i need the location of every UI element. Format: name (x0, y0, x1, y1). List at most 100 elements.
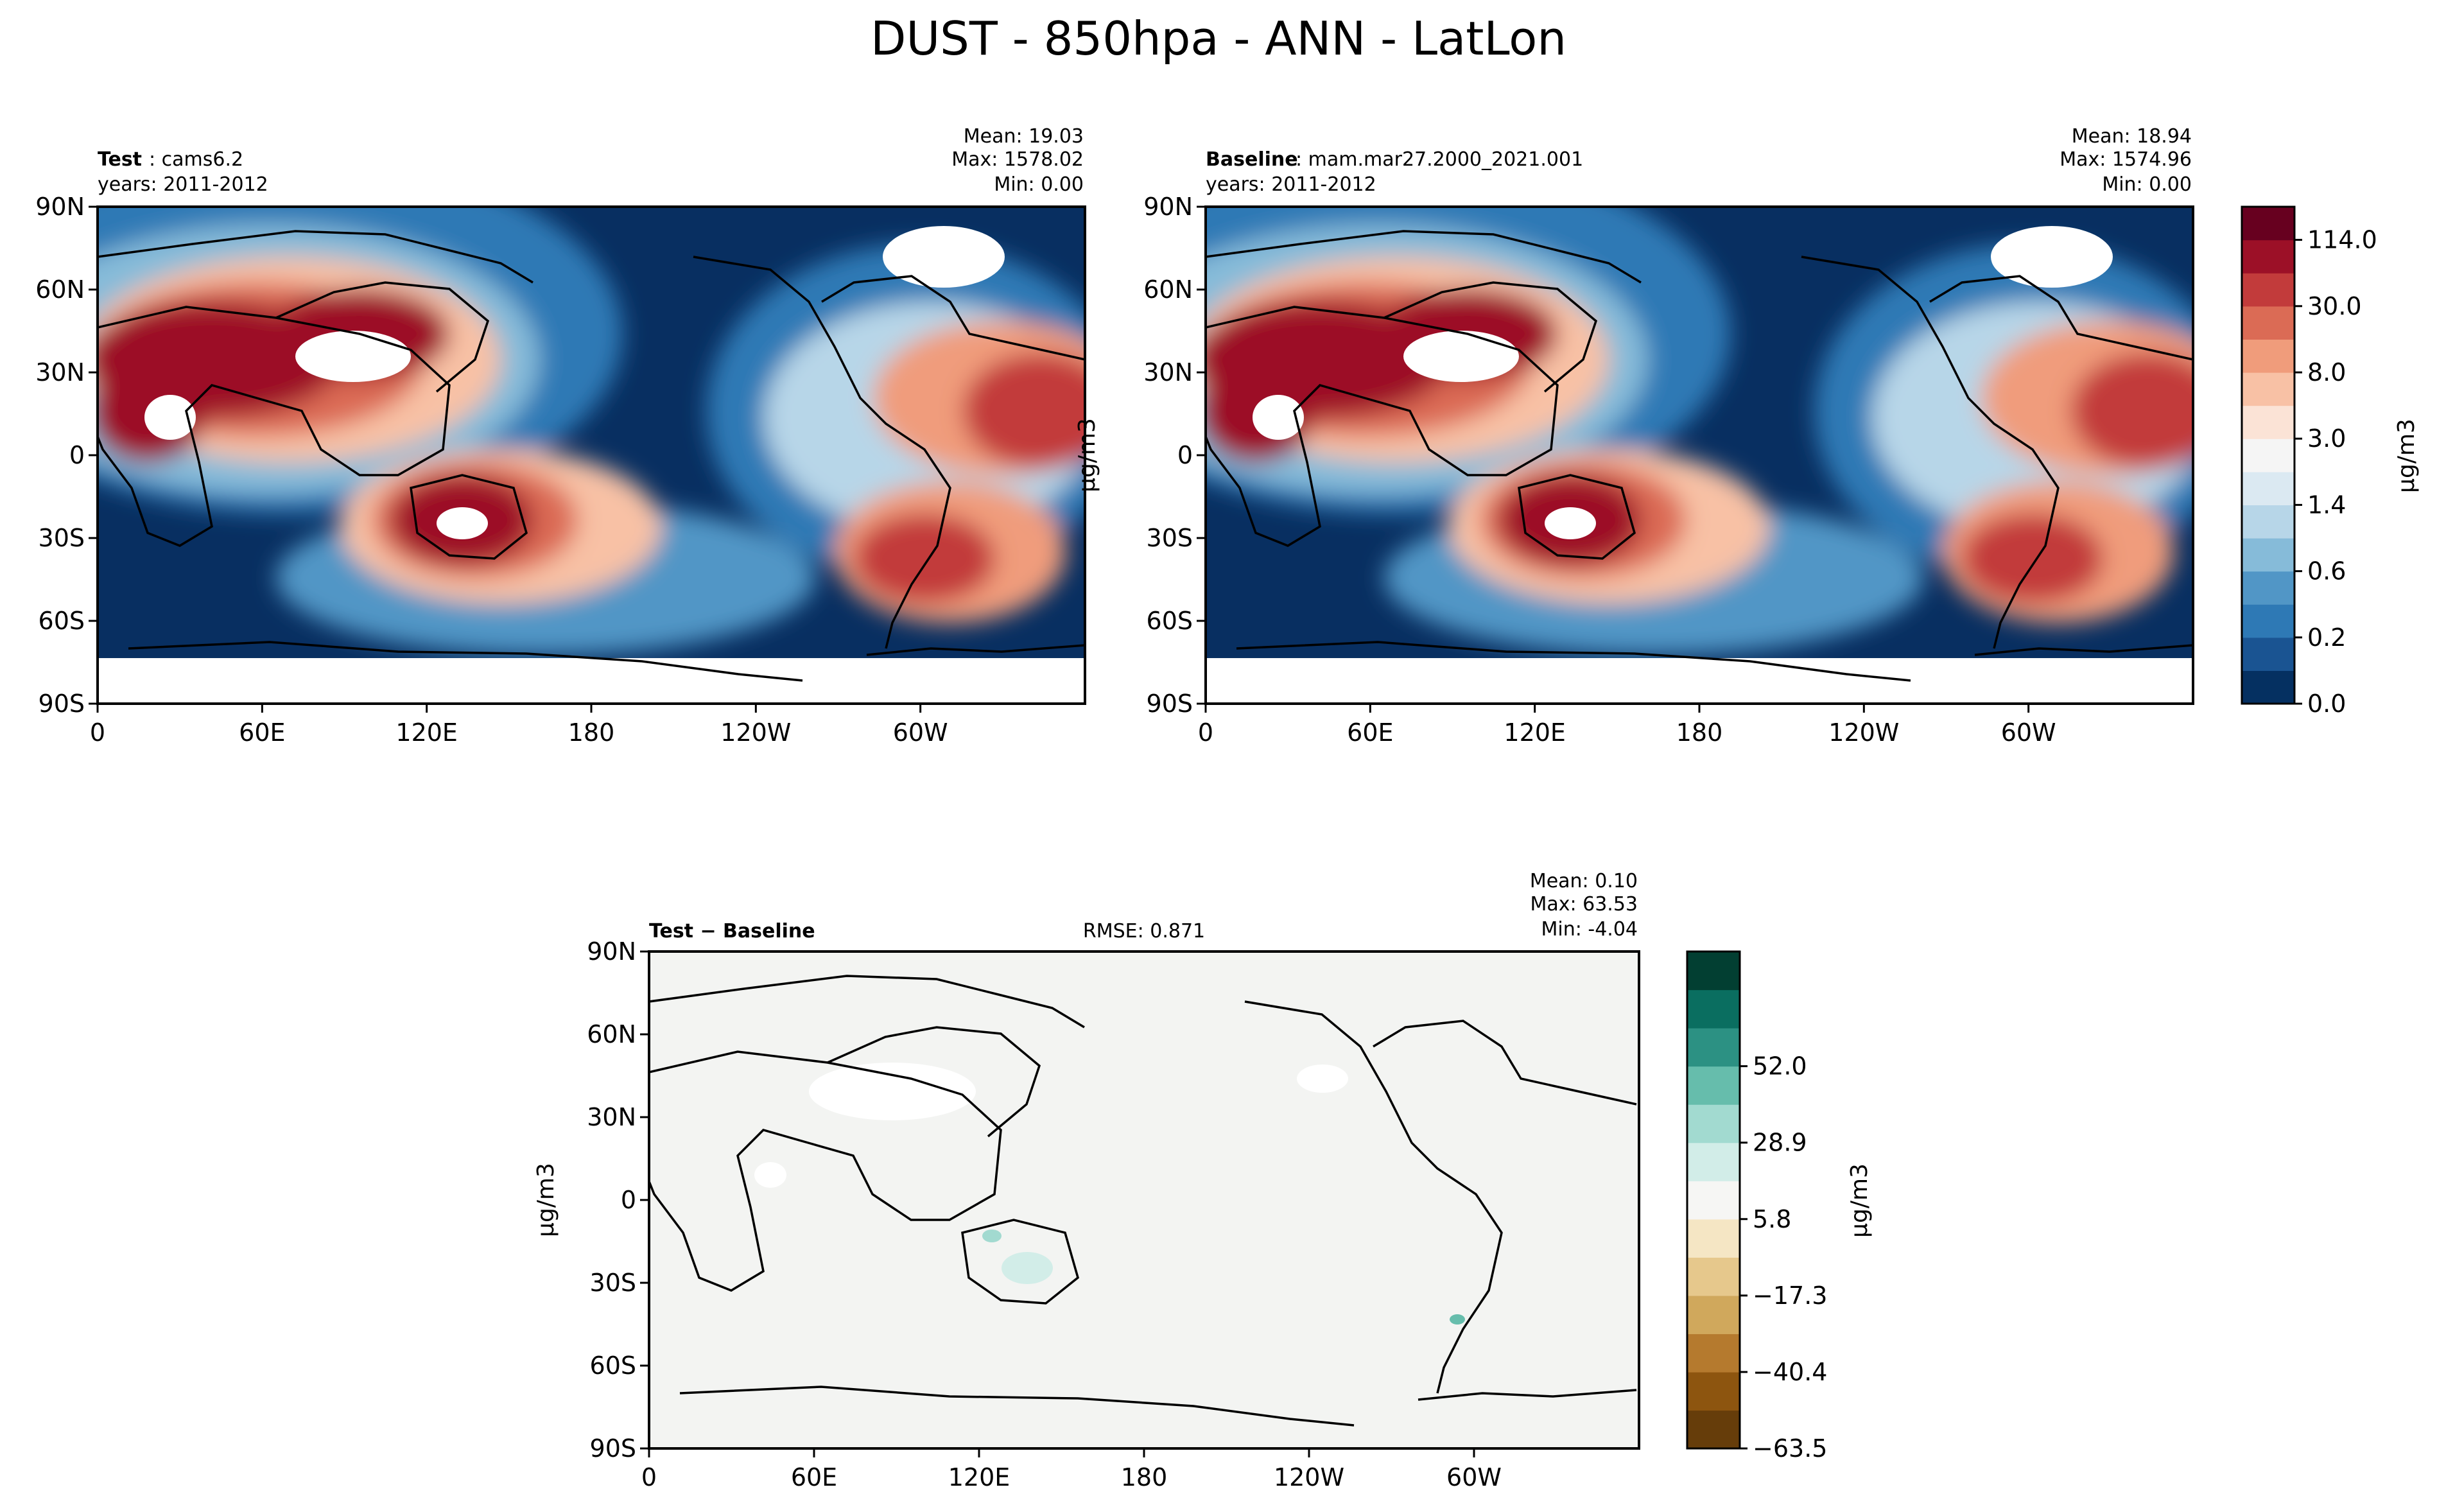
panel-difference: 0 60E 120E 180 120W 60W 90N 60N 30N 0 30S 60S 90S μg/… (533, 870, 1640, 1491)
y-tick-label: 30N (35, 358, 85, 387)
y-tick-label: 60S (1147, 607, 1193, 635)
y-tick-label: 60S (590, 1351, 636, 1380)
colorbar-tick-label: 0.6 (2307, 557, 2346, 586)
x-tick-label: 0 (641, 1463, 657, 1491)
coastlines (1206, 230, 2193, 682)
colorbar-swatch (2242, 339, 2294, 373)
stat-mean-difference: Mean: 0.10 (1530, 870, 1638, 892)
map-baseline (1206, 207, 2193, 704)
dust-field (1206, 207, 2193, 655)
y-tick-label: 90N (1143, 193, 1193, 221)
colorbar-swatch (2242, 604, 2294, 638)
colorbar-swatch (1687, 1142, 1740, 1181)
colorbar-swatch (1687, 1181, 1740, 1220)
colorbar-swatch (2242, 637, 2294, 671)
colorbar-swatch (1687, 1410, 1740, 1449)
y-axis-label: μg/m3 (533, 1163, 559, 1237)
y-tick-label: 30S (1147, 524, 1193, 552)
coastlines (98, 230, 1085, 682)
stat-mean-baseline: Mean: 18.94 (2072, 125, 2192, 148)
x-tick-label: 0 (1198, 718, 1213, 747)
colorbar-label-sequential: μg/m3 (2393, 419, 2420, 493)
x-tick-label: 120W (1828, 718, 1899, 747)
colorbar-swatch (2242, 306, 2294, 340)
panel-label-baseline: Baseline (1206, 148, 1298, 171)
panel-label-test: Test (98, 148, 142, 171)
colorbar-tick-label: −63.5 (1753, 1434, 1827, 1463)
y-tick-label: 90S (590, 1434, 636, 1463)
x-tick-label: 120W (1274, 1463, 1344, 1491)
y-tick-label: 60S (39, 607, 85, 635)
x-tick-label: 60E (239, 718, 285, 747)
colorbar-swatch (2242, 405, 2294, 439)
y-tick-label: 90N (35, 193, 85, 221)
x-tick-label: 60W (893, 718, 948, 747)
x-tick-label: 180 (568, 718, 615, 747)
colorbar-swatch (2242, 207, 2294, 241)
colorbar-swatch (2242, 439, 2294, 473)
colorbar-sequential: 0.0 0.2 0.6 1.4 3.0 8.0 30.0 114.0 (2241, 205, 2377, 718)
x-tick-label: 60E (791, 1463, 837, 1491)
missing-data (1206, 226, 2193, 704)
y-tick-label: 30N (587, 1103, 636, 1131)
y-tick-label: 30S (39, 524, 85, 552)
colorbar-swatch (1687, 952, 1740, 991)
x-tick-label: 120W (720, 718, 791, 747)
colorbar-tick-label: 1.4 (2307, 491, 2346, 519)
x-tick-label: 60W (2001, 718, 2056, 747)
colorbar-tick-label: 3.0 (2307, 424, 2346, 453)
y-tick-label: 90S (1147, 690, 1193, 718)
y-axis-label: μg/m3 (1074, 418, 1100, 492)
panel-label-difference: Test − Baseline (649, 920, 815, 943)
y-tick-label: 30S (590, 1269, 636, 1297)
colorbar-tick-label: 114.0 (2307, 226, 2377, 254)
x-tick-label: 180 (1121, 1463, 1168, 1491)
colorbar-swatch (1687, 1257, 1740, 1296)
panel-years-baseline: years: 2011-2012 (1206, 173, 1376, 196)
y-tick-label: 0 (621, 1186, 636, 1214)
stat-min-difference: Min: -4.04 (1541, 918, 1638, 941)
y-tick-label: 60N (587, 1020, 636, 1048)
colorbar-swatch (2242, 505, 2294, 539)
y-tick-label: 0 (1177, 441, 1193, 469)
panel-test: 0 60E 120E 180 120W 60W 90N 60N 30N 0 30S 60S 90S μg/… (35, 125, 1100, 747)
y-tick-label: 0 (69, 441, 85, 469)
y-tick-label: 90N (587, 937, 636, 966)
diff-background (649, 952, 1639, 1448)
colorbar-swatch (2242, 670, 2294, 704)
colorbar-swatch (1687, 989, 1740, 1029)
colorbar-tick-label: 28.9 (1753, 1129, 1807, 1157)
panel-case-baseline: : mam.mar27.2000_2021.001 (1296, 148, 1583, 171)
colorbar-tick-label: 52.0 (1753, 1052, 1807, 1081)
colorbar-swatch (1687, 1295, 1740, 1334)
x-tick-label: 120E (395, 718, 458, 747)
colorbar-swatch (1687, 1104, 1740, 1143)
stat-max-difference: Max: 63.53 (1530, 893, 1638, 916)
x-tick-label: 180 (1676, 718, 1723, 747)
colorbar-swatch (1687, 1219, 1740, 1258)
stat-max-test: Max: 1578.02 (951, 148, 1084, 171)
y-tick-label: 90S (39, 690, 85, 718)
colorbar-swatch (1687, 1371, 1740, 1411)
panel-baseline: 0 60E 120E 180 120W 60W 90N 60N 30N 0 30S 60S 90S Ba… (1143, 125, 2194, 747)
colorbar-tick-label: 8.0 (2307, 358, 2346, 387)
stat-mean-test: Mean: 19.03 (964, 125, 1084, 148)
stat-min-test: Min: 0.00 (994, 173, 1084, 196)
x-tick-label: 120E (1504, 718, 1566, 747)
stat-max-baseline: Max: 1574.96 (2060, 148, 2192, 171)
rmse-difference: RMSE: 0.871 (1083, 920, 1205, 943)
panel-case-test: : cams6.2 (149, 148, 243, 171)
colorbar-tick-label: 0.2 (2307, 623, 2346, 652)
colorbar-tick-label: 0.0 (2307, 690, 2346, 718)
x-tick-label: 60W (1446, 1463, 1502, 1491)
diff-highlights (754, 1063, 1465, 1325)
colorbar-tick-label: 5.8 (1753, 1205, 1791, 1233)
colorbar-tick-label: −40.4 (1753, 1358, 1827, 1386)
colorbar-swatch (1687, 1066, 1740, 1105)
map-test (98, 207, 1085, 704)
colorbar-tick-label: 30.0 (2307, 292, 2362, 320)
stat-min-baseline: Min: 0.00 (2102, 173, 2192, 196)
panel-years-test: years: 2011-2012 (98, 173, 268, 196)
y-tick-label: 30N (1143, 358, 1193, 387)
